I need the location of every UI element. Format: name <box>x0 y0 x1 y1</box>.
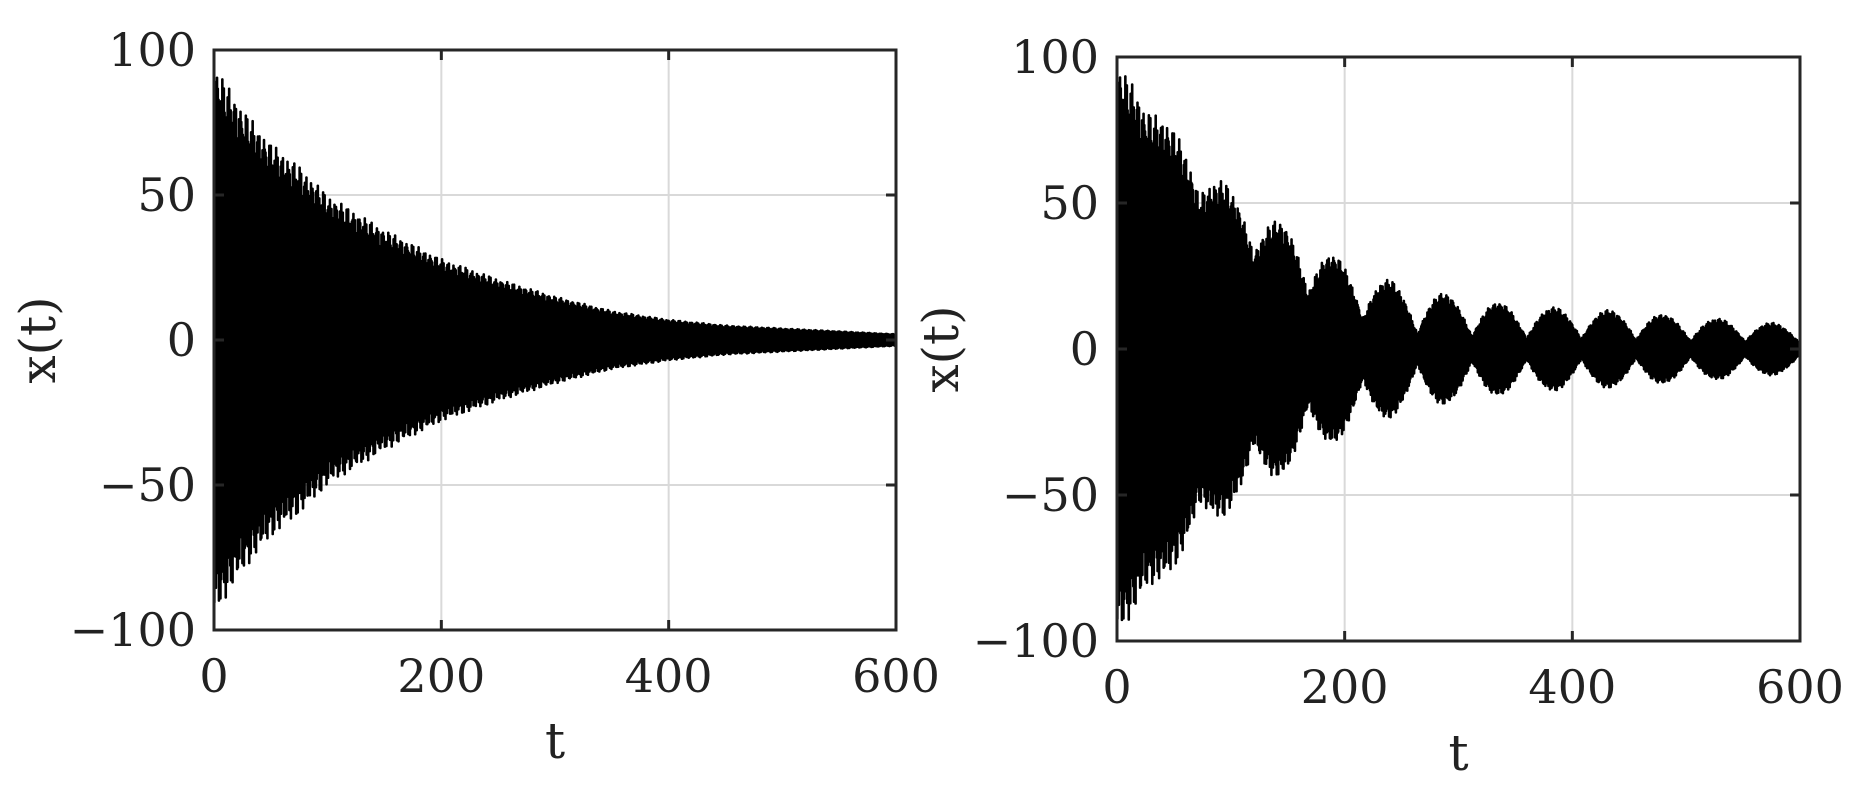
x-tick-label: 200 <box>397 649 485 703</box>
y-tick-label: 0 <box>167 313 196 367</box>
y-tick-label: 50 <box>137 168 196 222</box>
x-tick-label: 600 <box>852 649 940 703</box>
y-tick-label: −100 <box>70 603 196 657</box>
series-line <box>1115 75 1802 622</box>
series-line <box>212 76 898 604</box>
x-tick-label: 0 <box>1102 660 1131 714</box>
x-tick-label: 400 <box>625 649 713 703</box>
y-tick-label: 0 <box>1070 322 1099 376</box>
x-tick-label: 600 <box>1756 660 1844 714</box>
x-tick-label: 200 <box>1301 660 1389 714</box>
y-tick-label: 50 <box>1040 176 1099 230</box>
y-tick-label: −100 <box>973 614 1099 668</box>
y-axis-label: x(t) <box>912 305 970 392</box>
x-axis-label: t <box>545 712 565 770</box>
chart-left: 0 200 400 600 −100 −50 0 50 100 t x(t) <box>9 23 940 770</box>
y-tick-label: −50 <box>1002 468 1099 522</box>
x-tick-label: 400 <box>1528 660 1616 714</box>
x-axis-label: t <box>1448 724 1468 782</box>
y-tick-label: −50 <box>99 458 196 512</box>
y-axis-label: x(t) <box>9 296 67 383</box>
x-tick-label: 0 <box>199 649 228 703</box>
y-tick-label: 100 <box>1011 30 1099 84</box>
chart-right: 0 200 400 600 −100 −50 0 50 100 t x(t) <box>912 30 1844 782</box>
y-tick-label: 100 <box>108 23 196 77</box>
